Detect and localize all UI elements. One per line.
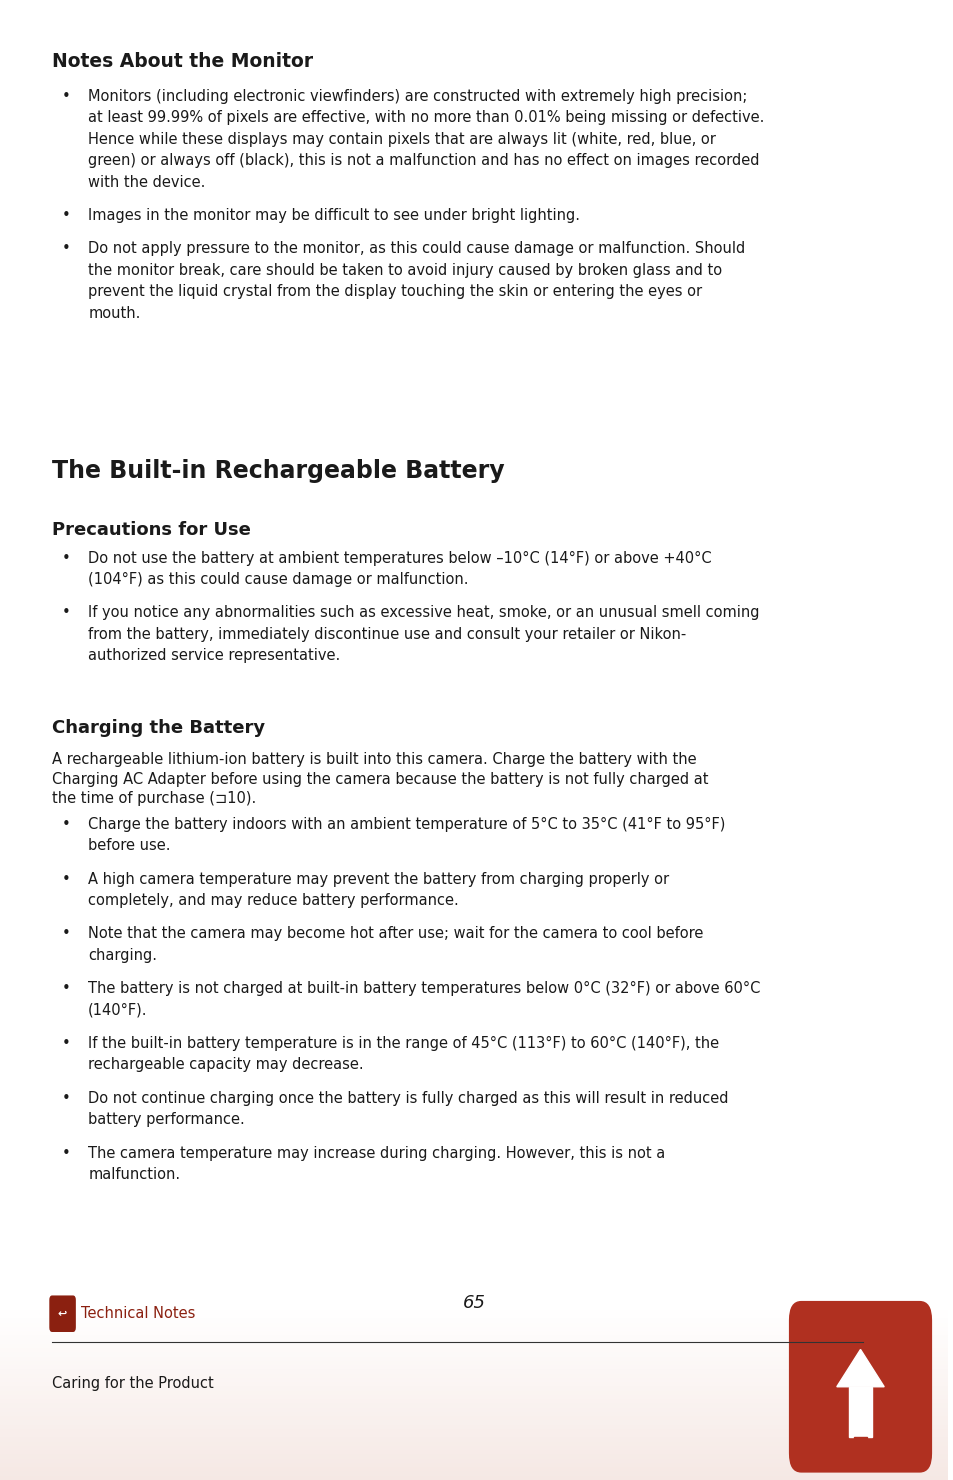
Bar [0, 1430, 947, 1433]
Bar [0, 1339, 947, 1344]
Text: the monitor break, care should be taken to avoid injury caused by broken glass a: the monitor break, care should be taken … [88, 263, 721, 278]
Text: charging.: charging. [88, 949, 157, 963]
Bar [0, 1476, 947, 1480]
Bar [0, 1421, 947, 1425]
Text: •: • [62, 551, 71, 565]
Text: Technical Notes: Technical Notes [80, 1307, 194, 1322]
Text: •: • [62, 1146, 71, 1160]
Bar [0, 1394, 947, 1399]
Bar [0, 1362, 947, 1365]
Bar [0, 1323, 947, 1326]
Text: mouth.: mouth. [88, 306, 140, 321]
Bar [0, 1425, 947, 1430]
Text: ↩: ↩ [58, 1308, 68, 1319]
Bar [0, 1378, 947, 1382]
Bar [0, 1314, 947, 1319]
Bar [0, 1446, 947, 1450]
Bar [0, 1391, 947, 1394]
Bar [0, 1467, 947, 1471]
Text: (104°F) as this could cause damage or malfunction.: (104°F) as this could cause damage or ma… [88, 573, 468, 588]
Bar [0, 1319, 947, 1323]
Text: •: • [62, 1036, 71, 1051]
Text: at least 99.99% of pixels are effective, with no more than 0.01% being missing o: at least 99.99% of pixels are effective,… [88, 111, 763, 126]
Text: •: • [62, 981, 71, 996]
FancyBboxPatch shape [50, 1295, 76, 1332]
Text: •: • [62, 872, 71, 887]
Text: completely, and may reduce battery performance.: completely, and may reduce battery perfo… [88, 894, 458, 909]
Text: •: • [62, 926, 71, 941]
Text: Do not apply pressure to the monitor, as this could cause damage or malfunction.: Do not apply pressure to the monitor, as… [88, 241, 744, 256]
Text: The Built-in Rechargeable Battery: The Built-in Rechargeable Battery [52, 459, 504, 482]
Bar [0, 1348, 947, 1353]
Text: •: • [62, 605, 71, 620]
Polygon shape [848, 1387, 871, 1437]
Bar [0, 1382, 947, 1387]
Text: Images in the monitor may be difficult to see under bright lighting.: Images in the monitor may be difficult t… [88, 209, 579, 223]
Text: prevent the liquid crystal from the display touching the skin or entering the ey: prevent the liquid crystal from the disp… [88, 284, 701, 299]
Text: Charge the battery indoors with an ambient temperature of 5°C to 35°C (41°F to 9: Charge the battery indoors with an ambie… [88, 817, 725, 832]
Bar [0, 1462, 947, 1467]
Bar [0, 1416, 947, 1421]
Bar [0, 1387, 947, 1391]
Text: Precautions for Use: Precautions for Use [52, 521, 251, 539]
Bar [0, 1403, 947, 1407]
Text: Do not continue charging once the battery is fully charged as this will result i: Do not continue charging once the batter… [88, 1091, 728, 1106]
Bar [0, 1353, 947, 1357]
Bar [0, 1365, 947, 1369]
Bar [0, 1344, 947, 1348]
Text: •: • [62, 1091, 71, 1106]
Text: 65: 65 [462, 1294, 485, 1311]
Bar [0, 1335, 947, 1339]
Bar [0, 1471, 947, 1476]
Text: The battery is not charged at built-in battery temperatures below 0°C (32°F) or : The battery is not charged at built-in b… [88, 981, 760, 996]
Text: •: • [62, 817, 71, 832]
Text: Hence while these displays may contain pixels that are always lit (white, red, b: Hence while these displays may contain p… [88, 132, 716, 147]
Text: Monitors (including electronic viewfinders) are constructed with extremely high : Monitors (including electronic viewfinde… [88, 89, 747, 104]
Text: Notes About the Monitor: Notes About the Monitor [52, 52, 313, 71]
Text: Note that the camera may become hot after use; wait for the camera to cool befor: Note that the camera may become hot afte… [88, 926, 702, 941]
Text: rechargeable capacity may decrease.: rechargeable capacity may decrease. [88, 1058, 363, 1073]
Bar [0, 1310, 947, 1314]
Text: Caring for the Product: Caring for the Product [52, 1376, 213, 1391]
Text: •: • [62, 241, 71, 256]
Bar [0, 1399, 947, 1403]
Text: The camera temperature may increase during charging. However, this is not a: The camera temperature may increase duri… [88, 1146, 665, 1160]
Text: green) or always off (black), this is not a malfunction and has no effect on ima: green) or always off (black), this is no… [88, 154, 759, 169]
Bar [0, 1357, 947, 1362]
Bar [0, 1369, 947, 1373]
Bar [0, 1455, 947, 1459]
Bar [0, 1442, 947, 1446]
Text: from the battery, immediately discontinue use and consult your retailer or Nikon: from the battery, immediately discontinu… [88, 628, 686, 642]
FancyBboxPatch shape [788, 1301, 931, 1473]
Bar [0, 1407, 947, 1412]
Bar [0, 1450, 947, 1455]
Bar [0, 1412, 947, 1416]
Text: A high camera temperature may prevent the battery from charging properly or: A high camera temperature may prevent th… [88, 872, 669, 887]
Polygon shape [836, 1350, 883, 1387]
Text: Charging the Battery: Charging the Battery [52, 719, 265, 737]
Text: If you notice any abnormalities such as excessive heat, smoke, or an unusual sme: If you notice any abnormalities such as … [88, 605, 759, 620]
Bar [0, 1373, 947, 1378]
Bar [0, 1326, 947, 1331]
Text: If the built-in battery temperature is in the range of 45°C (113°F) to 60°C (140: If the built-in battery temperature is i… [88, 1036, 719, 1051]
Text: •: • [62, 89, 71, 104]
Text: authorized service representative.: authorized service representative. [88, 648, 340, 663]
Bar [0, 1437, 947, 1442]
Text: (140°F).: (140°F). [88, 1003, 148, 1018]
Text: before use.: before use. [88, 838, 171, 854]
Bar [0, 1331, 947, 1335]
Text: battery performance.: battery performance. [88, 1113, 245, 1128]
Text: •: • [62, 209, 71, 223]
Polygon shape [854, 1437, 865, 1444]
Text: A rechargeable lithium-ion battery is built into this camera. Charge the battery: A rechargeable lithium-ion battery is bu… [52, 752, 708, 807]
Text: malfunction.: malfunction. [88, 1168, 180, 1183]
Text: Do not use the battery at ambient temperatures below –10°C (14°F) or above +40°C: Do not use the battery at ambient temper… [88, 551, 711, 565]
Bar [0, 1459, 947, 1462]
Bar [0, 1433, 947, 1437]
Text: with the device.: with the device. [88, 175, 205, 189]
